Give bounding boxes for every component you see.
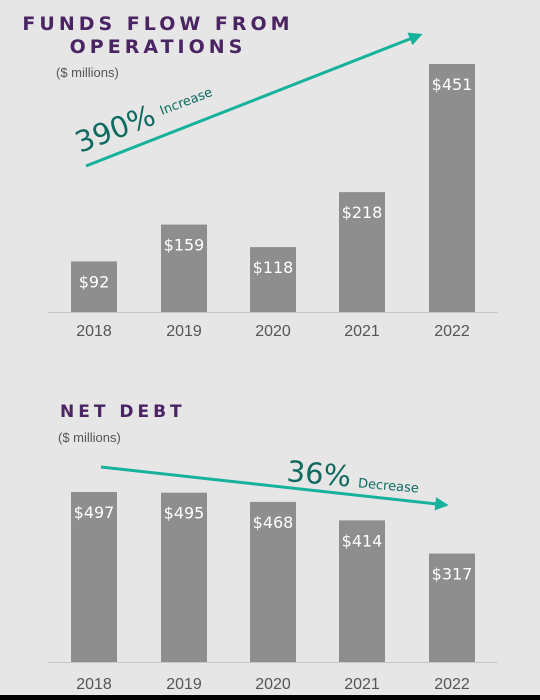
chart2-tick-label-2019: 2019 — [166, 676, 202, 693]
chart2-annotation-text: Decrease — [357, 476, 419, 496]
chart2-bar-2020 — [250, 501, 296, 662]
chart1-annotation-value: 390% — [70, 98, 160, 159]
chart1-tick-label-2021: 2021 — [344, 323, 380, 340]
chart1-annotation-text: Increase — [158, 85, 215, 119]
chart1-tick-label-2020: 2020 — [255, 323, 291, 340]
chart1-bar-2019 — [161, 224, 207, 312]
chart1-plot: $92 2018 $159 2019 $118 2020 $218 2021 $451 2022 — [48, 64, 498, 340]
chart2-tick-label-2021: 2021 — [344, 676, 380, 693]
chart1-annotation: 390% Increase — [70, 85, 215, 159]
chart2-value-label-2020: $468 — [253, 513, 294, 532]
chart2-bar-2021 — [339, 520, 385, 662]
chart2-unit-label: ($ millions) — [58, 430, 121, 445]
chart1-tick-label-2019: 2019 — [166, 323, 202, 340]
chart2-tick-label-2018: 2018 — [76, 676, 112, 693]
chart1-bar-2022 — [429, 64, 475, 312]
chart2-trend-arrow — [100, 465, 449, 511]
chart1-bar-2018 — [71, 261, 117, 312]
chart1-tick-label-2018: 2018 — [76, 323, 112, 340]
chart1-bar-2021 — [339, 192, 385, 312]
chart1-value-label-2022: $451 — [432, 75, 473, 94]
chart2-plot: $497 2018 $495 2019 $468 2020 $414 2021 $317 2022 — [48, 492, 498, 693]
chart2-value-label-2022: $317 — [432, 565, 473, 584]
chart1-tick-label-2022: 2022 — [434, 323, 470, 340]
chart2-bar-2022 — [429, 553, 475, 662]
chart1-title-line2: OPERATIONS — [70, 36, 247, 58]
chart1-value-label-2020: $118 — [253, 258, 294, 277]
chart1-unit-label: ($ millions) — [56, 65, 119, 80]
chart2-tick-label-2022: 2022 — [434, 676, 470, 693]
chart1-value-label-2019: $159 — [164, 236, 205, 255]
chart2-title: NET DEBT — [60, 402, 186, 422]
chart1-value-label-2018: $92 — [79, 272, 110, 291]
chart2-value-label-2021: $414 — [342, 531, 383, 550]
chart2-bar-2019 — [161, 492, 207, 662]
chart1-title-line1: FUNDS FLOW FROM — [22, 13, 293, 35]
chart2-annotation-value: 36% — [285, 454, 352, 493]
chart2-tick-label-2020: 2020 — [255, 676, 291, 693]
chart2-value-label-2019: $495 — [164, 504, 205, 523]
chart2-value-label-2018: $497 — [74, 503, 115, 522]
chart1-trend-arrow — [85, 32, 423, 168]
chart1-bar-2020 — [250, 247, 296, 312]
chart1-value-label-2021: $218 — [342, 203, 383, 222]
chart2-bar-2018 — [71, 492, 117, 662]
chart2-annotation: 36% Decrease — [285, 454, 419, 496]
